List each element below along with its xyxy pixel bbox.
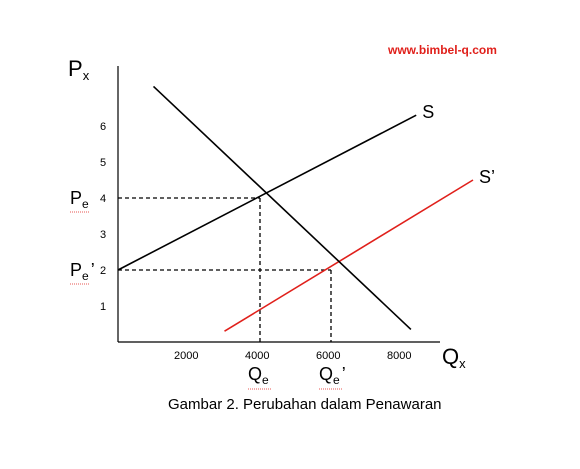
curve-label: S bbox=[422, 102, 434, 122]
curve-line bbox=[152, 85, 412, 330]
curve-line bbox=[224, 179, 474, 332]
curve-label: S’ bbox=[479, 167, 495, 187]
caption: Gambar 2. Perubahan dalam Penawaran bbox=[168, 396, 442, 413]
curves: S S’ bbox=[117, 85, 495, 332]
y-tick-label: 1 bbox=[100, 301, 106, 313]
quantity-equilibrium-label: Qe’ bbox=[319, 364, 346, 387]
x-tick-label: 4000 bbox=[245, 350, 269, 362]
watermark-text: www.bimbel-q.com bbox=[387, 43, 497, 57]
price-equilibrium-label: Pe bbox=[70, 188, 89, 211]
y-tick-label: 2 bbox=[100, 265, 106, 277]
y-tick-label: 3 bbox=[100, 229, 106, 241]
equilibrium-guides bbox=[118, 197, 332, 342]
quantity-equilibrium-label: Qe bbox=[248, 364, 269, 387]
y-tick-label: 4 bbox=[100, 193, 106, 205]
x-tick-label: 8000 bbox=[387, 350, 411, 362]
y-tick-label: 5 bbox=[100, 157, 106, 169]
y-axis-title: Px bbox=[68, 56, 90, 83]
x-axis-title: Qx bbox=[442, 344, 466, 371]
y-tick-labels: 1 2 3 4 5 6 bbox=[100, 121, 106, 313]
price-equilibrium-label: Pe’ bbox=[70, 260, 95, 283]
y-tick-label: 6 bbox=[100, 121, 106, 133]
x-tick-label: 2000 bbox=[174, 350, 198, 362]
x-tick-label: 6000 bbox=[316, 350, 340, 362]
equilibrium-labels: Pe Qe Pe ’ Qe’ bbox=[70, 188, 346, 390]
axes bbox=[117, 66, 440, 343]
x-tick-labels: 2000 4000 6000 8000 bbox=[174, 350, 411, 362]
